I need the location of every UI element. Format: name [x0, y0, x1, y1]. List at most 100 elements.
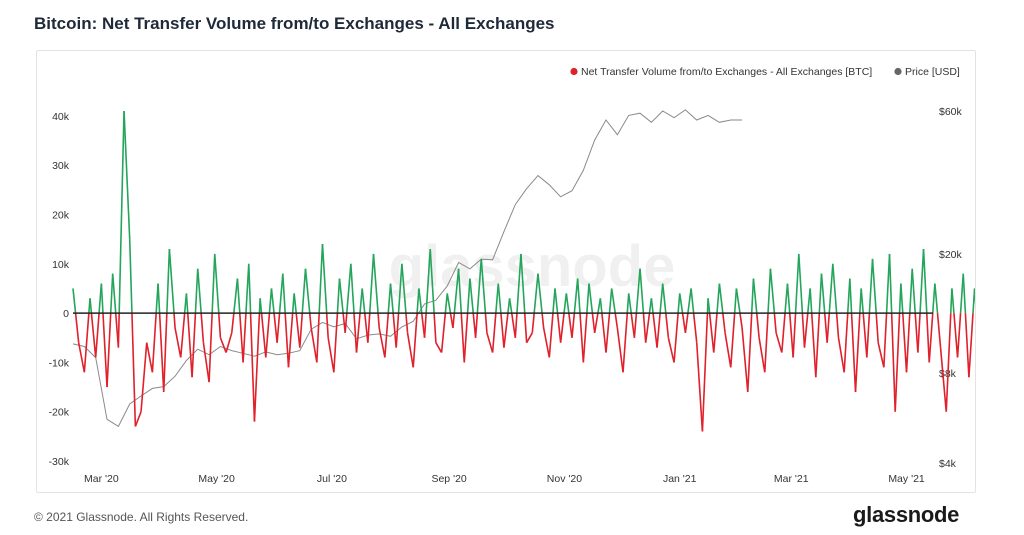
net-flow-segment [123, 110, 131, 240]
net-flow-segment [588, 283, 594, 314]
net-flow-segment [914, 313, 919, 353]
net-flow-segment [568, 313, 573, 338]
net-flow-segment [94, 313, 100, 358]
net-flow-segment [601, 313, 607, 353]
net-flow-segment [559, 313, 565, 343]
net-flow-segment [862, 313, 868, 358]
net-flow-segment [939, 347, 948, 412]
net-flow-segment [503, 313, 509, 348]
net-flow-segment [344, 313, 348, 333]
net-flow-segment [541, 313, 545, 328]
net-flow-segment [832, 263, 838, 314]
net-flow-segment [238, 313, 244, 363]
y-right-tick-label: $60k [939, 106, 963, 118]
net-flow-segment [429, 248, 435, 314]
net-flow-segment [452, 313, 456, 328]
net-flow-segment [911, 268, 917, 314]
net-flow-segment [463, 313, 469, 363]
net-flow-segment [378, 327, 386, 358]
net-flow-segment [102, 313, 108, 388]
net-flow-segment [287, 313, 294, 368]
net-flow-segment [681, 312, 687, 333]
net-flow-segment [295, 313, 301, 348]
net-flow-segment [363, 313, 369, 343]
net-flow-segment [586, 283, 590, 314]
net-flow-segment [345, 263, 352, 314]
net-flow-segment [565, 293, 570, 314]
net-flow-segment [497, 283, 502, 314]
net-flow-segment [639, 268, 645, 314]
net-flow-segment [901, 313, 908, 373]
legend-label-net-flow: Net Transfer Volume from/to Exchanges - … [581, 66, 872, 78]
y-right-tick-label: $20k [939, 249, 963, 261]
x-tick-label: Mar '20 [84, 473, 119, 485]
net-flow-segment [707, 298, 711, 314]
net-flow-segment [321, 244, 328, 314]
net-flow-segment [687, 288, 692, 314]
net-flow-segment [145, 342, 154, 373]
net-flow-segment [708, 313, 715, 353]
net-flow-segment [168, 248, 175, 314]
glassnode-logo[interactable]: glassnode [853, 502, 960, 527]
net-flow-segment [659, 283, 664, 314]
net-flow-segment [763, 313, 769, 373]
net-flow-segment [622, 313, 629, 373]
net-flow-segment [798, 253, 804, 314]
net-flow-segment [656, 313, 661, 348]
net-flow-segment [809, 288, 813, 314]
net-flow-segment [573, 278, 579, 314]
y-right-tick-label: $4k [939, 458, 957, 470]
net-flow-segment [642, 313, 647, 343]
net-flow-segment [118, 110, 125, 314]
net-flow-segment [614, 312, 619, 329]
x-tick-label: Sep '20 [431, 473, 466, 485]
net-flow-segment [520, 253, 526, 314]
net-flow-segment [591, 313, 596, 333]
net-flow-segment [843, 313, 849, 373]
net-flow-segment [469, 278, 475, 314]
net-flow-segment [750, 278, 755, 314]
net-flow-segment [810, 313, 817, 378]
net-flow-segment [769, 268, 776, 314]
net-flow-segment [77, 342, 86, 373]
y-left-tick-label: 30k [52, 160, 70, 172]
x-tick-label: Jan '21 [663, 473, 697, 485]
net-flow-segment [100, 283, 104, 314]
net-flow-segment [755, 313, 760, 338]
net-flow-segment [249, 313, 256, 422]
net-flow-segment [788, 313, 794, 358]
net-flow-segment [593, 312, 599, 333]
net-flow-segment [151, 313, 157, 373]
net-flow-segment [273, 313, 278, 343]
net-flow-segment [466, 278, 471, 314]
net-flow-segment [318, 244, 324, 314]
net-flow-segment [718, 283, 724, 314]
net-flow-segment [405, 313, 409, 333]
net-flow-segment [260, 313, 267, 358]
net-flow-segment [278, 273, 284, 314]
net-flow-segment [661, 283, 667, 314]
net-flow-segment [453, 268, 460, 314]
net-flow-segment [486, 332, 494, 353]
net-flow-segment [835, 313, 840, 338]
net-flow-segment [945, 313, 952, 412]
net-flow-segment [684, 313, 689, 333]
net-flow-segment [508, 298, 513, 314]
net-flow-segment [820, 273, 826, 314]
net-flow-segment [166, 248, 171, 314]
net-flow-segment [854, 313, 861, 393]
net-flow-segment [605, 313, 611, 353]
net-flow-segment [716, 283, 721, 314]
net-flow-segment [828, 263, 834, 314]
net-flow-segment [423, 313, 427, 338]
net-flow-segment [200, 313, 205, 343]
net-flow-segment [140, 342, 148, 412]
net-flow-segment [860, 288, 864, 314]
net-flow-segment [173, 313, 176, 328]
net-flow-segment [480, 258, 487, 314]
net-flow-segment [908, 268, 914, 314]
net-flow-segment [850, 313, 857, 393]
net-flow-segment [325, 313, 329, 338]
net-flow-segment [610, 288, 617, 314]
net-flow-segment [724, 332, 732, 368]
